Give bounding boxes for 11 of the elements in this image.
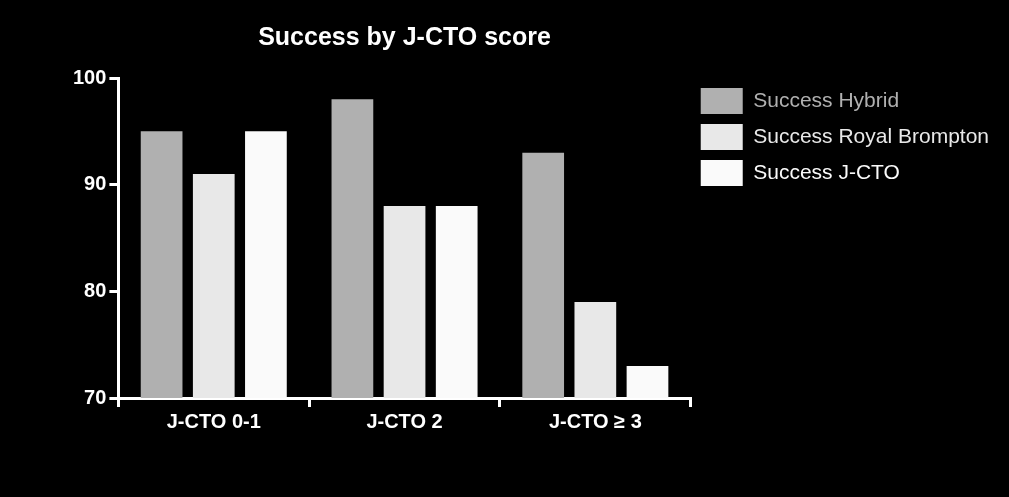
y-tick-label: 100 <box>72 65 107 88</box>
legend-label: Success J-CTO <box>753 159 900 183</box>
x-tick-label: J-CTO 0-1 <box>166 409 261 432</box>
y-tick-label: 70 <box>84 385 107 408</box>
y-tick-label: 90 <box>84 172 107 195</box>
chart-title: Success by J-CTO score <box>258 21 552 50</box>
legend-label: Success Royal Brompton <box>753 123 990 147</box>
x-tick-label: J-CTO 2 <box>366 409 443 432</box>
x-tick-label: J-CTO ≥ 3 <box>548 409 642 432</box>
legend-label: Success Hybrid <box>753 87 900 111</box>
y-tick-label: 80 <box>84 278 107 301</box>
